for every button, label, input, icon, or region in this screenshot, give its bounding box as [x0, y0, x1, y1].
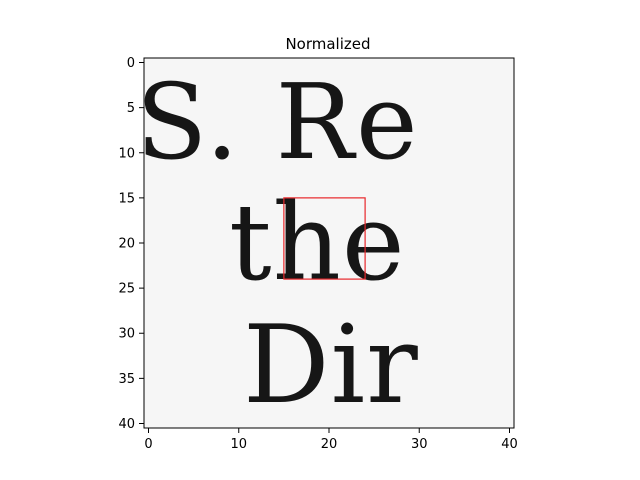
image-text-line-3: Dir [243, 303, 419, 428]
x-tick-label: 10 [230, 437, 247, 452]
x-tick-label: 20 [321, 437, 338, 452]
chart-title: Normalized [285, 35, 370, 53]
y-tick-label: 20 [118, 237, 135, 252]
y-tick-label: 30 [118, 327, 135, 342]
image-panel: S. Re the Dir [136, 58, 514, 428]
y-tick-label: 15 [118, 191, 135, 206]
x-tick-label: 40 [501, 437, 518, 452]
x-tick-label: 30 [411, 437, 428, 452]
x-tick-label: 0 [144, 437, 152, 452]
y-tick-label: 25 [118, 282, 135, 297]
y-tick-label: 40 [118, 417, 135, 432]
y-tick-label: 5 [127, 101, 135, 116]
image-text-line-2: the [229, 181, 406, 304]
y-tick-label: 35 [118, 372, 135, 387]
y-tick-label: 0 [127, 56, 135, 71]
image-text-line-1: S. Re [136, 61, 420, 183]
y-tick-label: 10 [118, 146, 135, 161]
